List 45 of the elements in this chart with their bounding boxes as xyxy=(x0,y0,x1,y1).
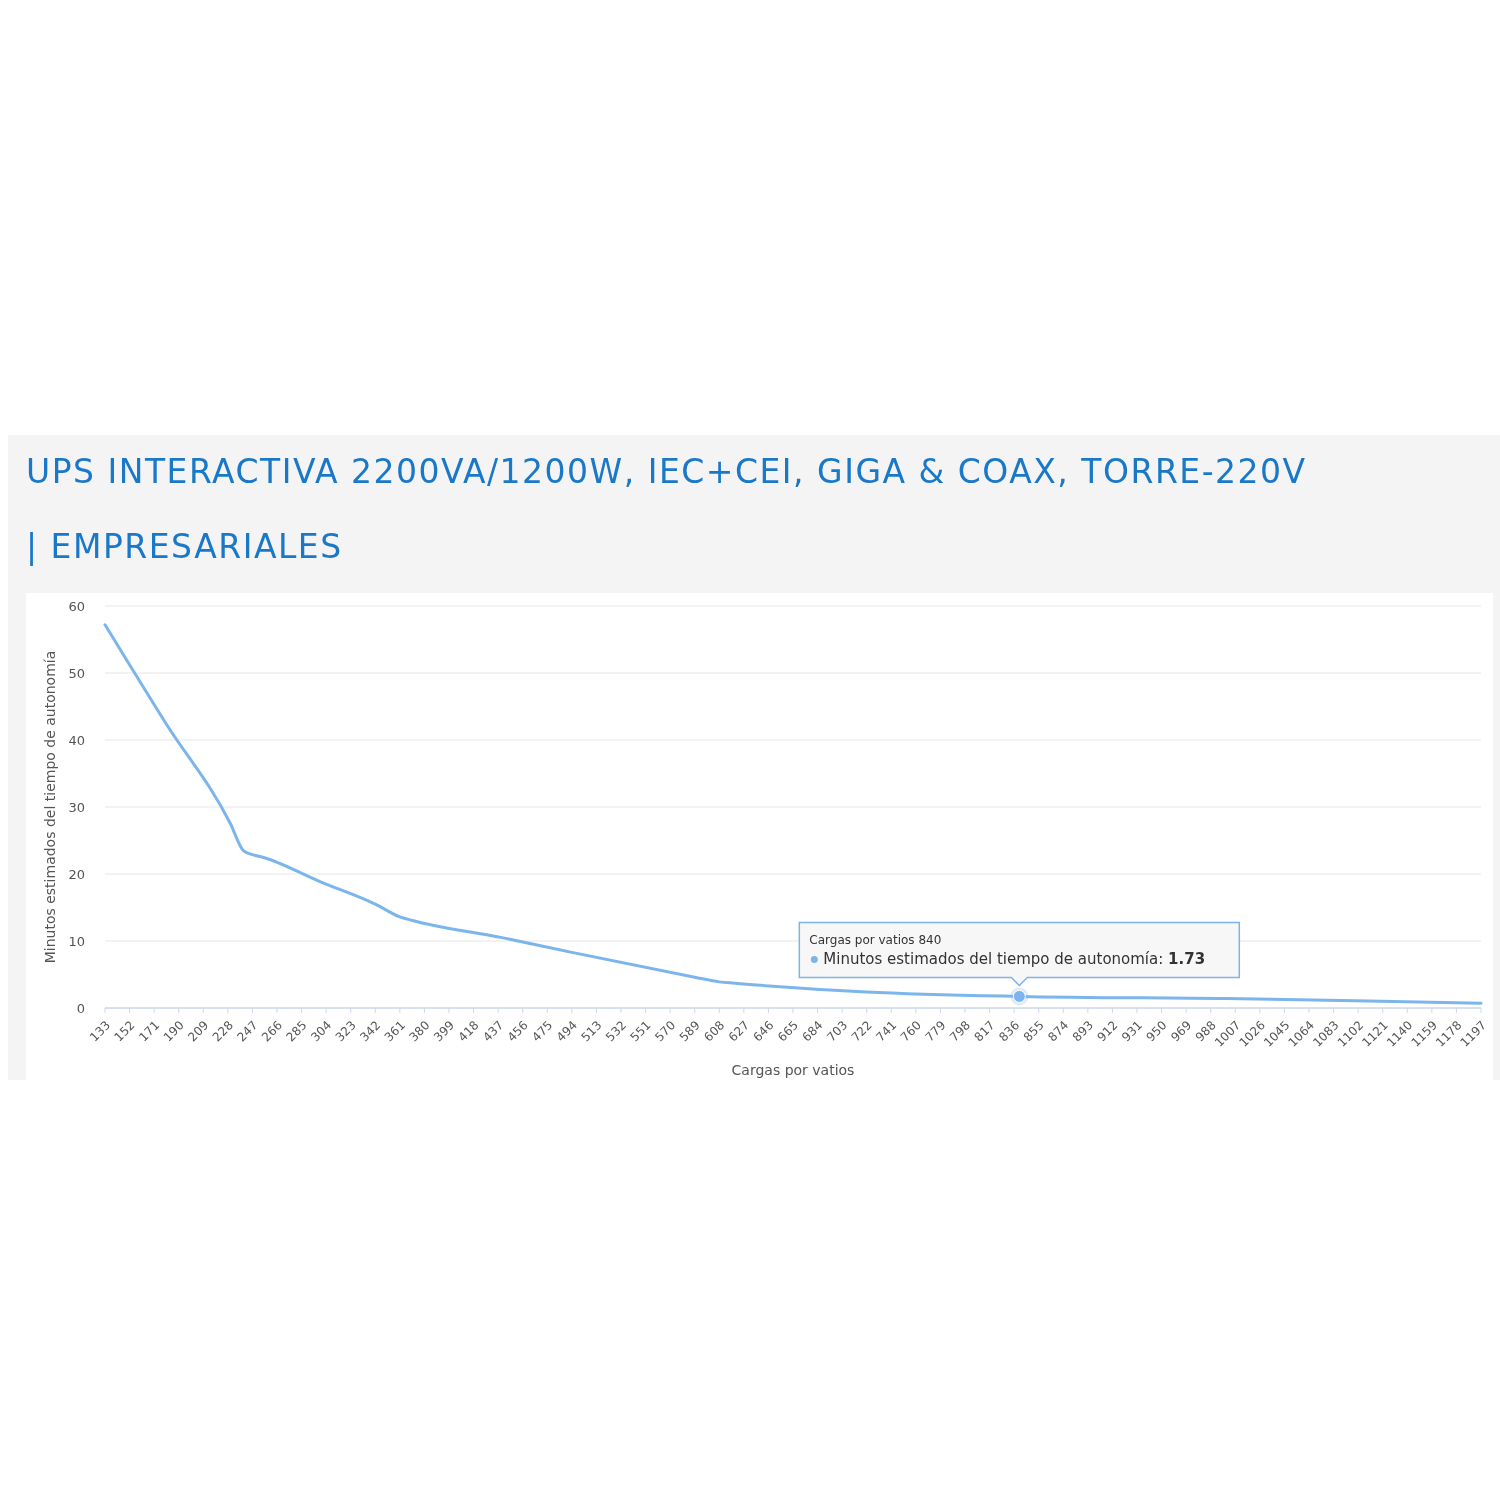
x-tick-label: 646 xyxy=(750,1018,777,1045)
x-tick-label: 779 xyxy=(922,1018,949,1045)
line-series xyxy=(103,623,1483,1005)
x-axis-title: Cargas por vatios xyxy=(731,1062,855,1078)
x-tick-label: 855 xyxy=(1020,1018,1047,1045)
x-tick-label: 798 xyxy=(946,1018,974,1045)
y-tick-label: 40 xyxy=(68,732,85,748)
y-tick-label: 20 xyxy=(68,866,85,882)
x-tick-label: 494 xyxy=(553,1018,580,1045)
x-tick-label: 323 xyxy=(332,1018,359,1045)
x-tick-label: 152 xyxy=(111,1018,138,1045)
x-tick-label: 684 xyxy=(799,1018,826,1045)
x-tick-label: 608 xyxy=(701,1018,728,1045)
x-tick-label: 874 xyxy=(1045,1018,1072,1045)
y-tick-label: 50 xyxy=(68,665,85,681)
x-tick-label: 418 xyxy=(455,1018,482,1045)
x-tick-label: 190 xyxy=(160,1018,187,1045)
x-tick-label: 133 xyxy=(86,1018,114,1045)
x-tick-label: 589 xyxy=(676,1018,703,1045)
x-tick-label: 931 xyxy=(1118,1018,1146,1045)
x-tick-label: 456 xyxy=(504,1018,531,1045)
x-tick-label: 475 xyxy=(529,1018,556,1045)
y-axis-title: Minutos estimados del tiempo de autonomía xyxy=(42,650,58,964)
y-tick-label: 30 xyxy=(68,799,85,815)
x-tick-label: 361 xyxy=(381,1018,408,1045)
y-tick-label: 10 xyxy=(68,933,85,949)
annotation: Cargas por vatios 840 Minutos estimados del tiempo de autonomía: 1.73 xyxy=(809,933,1206,969)
chart-title: UPS INTERACTIVA 2200VA/1200W, IEC+CEI, GIGA & COAX, TORRE-220V | EMPRESARIALES xyxy=(26,452,1307,566)
x-tick-label: 969 xyxy=(1168,1018,1195,1045)
x-tick-label: 665 xyxy=(774,1018,802,1045)
x-tick-label: 722 xyxy=(848,1018,875,1045)
x-tick-label: 551 xyxy=(627,1018,654,1045)
y-tick-label: 0 xyxy=(76,1000,85,1016)
x-tick-label: 836 xyxy=(996,1018,1023,1045)
x-tick-label: 437 xyxy=(480,1018,507,1045)
x-tick-label: 893 xyxy=(1069,1018,1096,1045)
x-tick-label: 627 xyxy=(725,1018,752,1045)
y-tick-label: 60 xyxy=(68,598,85,614)
x-tick-label: 760 xyxy=(897,1018,924,1045)
x-tick-label: 171 xyxy=(136,1018,163,1045)
x-tick-label: 950 xyxy=(1143,1018,1170,1045)
x-tick-label: 703 xyxy=(824,1018,851,1045)
x-tick-label: 741 xyxy=(873,1018,900,1045)
x-tick-label: 912 xyxy=(1094,1018,1121,1045)
tooltip: Cargas por vatios 840 Minutos estimados del tiempo de autonomía: 1.73 xyxy=(798,921,1241,1006)
